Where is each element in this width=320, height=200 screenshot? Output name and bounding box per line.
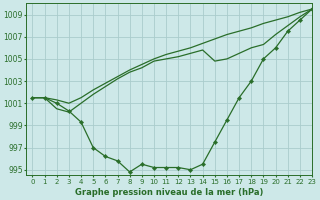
X-axis label: Graphe pression niveau de la mer (hPa): Graphe pression niveau de la mer (hPa) bbox=[75, 188, 263, 197]
